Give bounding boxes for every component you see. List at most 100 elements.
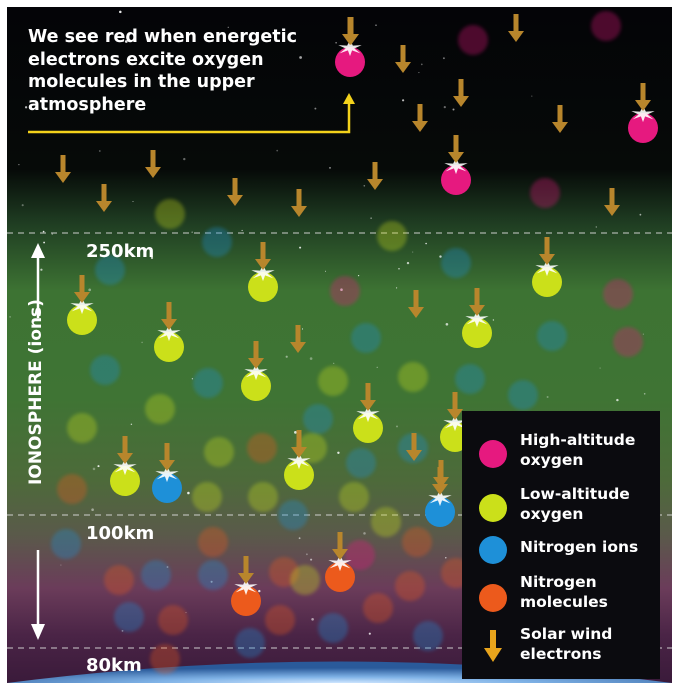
star	[60, 564, 62, 566]
arrow-down-icon	[227, 178, 243, 206]
arrow-down-icon	[408, 290, 424, 318]
faint-particle	[402, 527, 432, 557]
faint-particle	[351, 323, 381, 353]
background-particles	[51, 11, 643, 674]
star	[241, 229, 243, 232]
faint-particle	[508, 380, 538, 410]
legend-label: Nitrogen ions	[520, 538, 639, 556]
excited-particle	[67, 305, 97, 335]
arrow-down-icon	[343, 17, 359, 45]
star	[412, 251, 414, 253]
star	[227, 26, 229, 28]
arrow-down-icon	[552, 105, 568, 133]
star	[368, 632, 371, 635]
excited-particle	[532, 267, 562, 297]
star	[276, 149, 279, 152]
faint-particle	[395, 571, 425, 601]
faint-particle	[413, 621, 443, 651]
excited-particle	[110, 466, 140, 496]
star	[141, 341, 143, 344]
faint-particle	[265, 605, 295, 635]
excited-particle	[325, 562, 355, 592]
arrow-down-icon	[290, 325, 306, 353]
star	[120, 33, 122, 35]
faint-particle	[458, 25, 488, 55]
arrow-down-icon	[248, 341, 264, 369]
star	[187, 491, 190, 495]
legend: High-altitude oxygen Low-altitude oxygen…	[462, 411, 660, 679]
star	[599, 367, 601, 369]
star	[92, 467, 96, 471]
star	[51, 233, 54, 235]
faint-particle	[198, 560, 228, 590]
arrow-down-icon	[145, 150, 161, 178]
star	[642, 333, 644, 335]
faint-particle	[204, 437, 234, 467]
arrow-down-icon	[117, 436, 133, 464]
excited-particle	[335, 47, 365, 77]
star	[191, 231, 193, 233]
star	[531, 95, 533, 97]
faint-particle	[613, 327, 643, 357]
star	[445, 557, 447, 559]
star	[643, 393, 646, 395]
yellow-green-dot-icon	[479, 494, 507, 522]
star	[24, 106, 28, 109]
faint-particle	[235, 628, 265, 658]
faint-particle	[192, 482, 222, 512]
arrow-down-icon	[447, 392, 463, 420]
star	[97, 465, 100, 468]
star	[311, 618, 314, 621]
star	[439, 255, 442, 258]
arrow-down-icon	[360, 383, 376, 411]
blue-dot-icon	[479, 536, 507, 564]
faint-particle	[318, 366, 348, 396]
star	[418, 72, 420, 74]
star	[357, 274, 360, 277]
ionosphere-label-text: IONOSPHERE (ions)	[26, 299, 46, 485]
excited-particle	[462, 318, 492, 348]
arrow-down-icon	[332, 532, 348, 560]
caption-pointer-arrowhead	[343, 93, 355, 104]
star	[616, 398, 619, 402]
star	[130, 423, 133, 426]
excited-particle	[284, 460, 314, 490]
solar-wind-electron-arrows	[55, 14, 651, 584]
star	[396, 287, 398, 289]
faint-particle	[114, 602, 144, 632]
star	[299, 56, 302, 59]
star	[21, 204, 24, 207]
star	[40, 268, 43, 271]
faint-particle	[57, 474, 87, 504]
arrow-down-icon	[96, 184, 112, 212]
star	[42, 230, 45, 233]
excited-particle	[241, 371, 271, 401]
altitude-label-250km: 250km	[86, 241, 155, 262]
faint-particle	[90, 355, 120, 385]
faint-particle	[297, 433, 327, 463]
arrow-down-icon	[395, 45, 411, 73]
star	[91, 508, 94, 512]
star	[335, 42, 337, 44]
caption-text: We see red when energetic electrons exci…	[28, 27, 298, 115]
faint-particle	[278, 500, 308, 530]
faint-particle	[377, 221, 407, 251]
star	[183, 157, 186, 161]
arrow-down-icon	[291, 189, 307, 217]
excited-particle	[248, 272, 278, 302]
excited-particle	[231, 586, 261, 616]
faint-particle	[398, 362, 428, 392]
star	[406, 261, 410, 265]
star	[9, 315, 12, 318]
star	[119, 10, 122, 14]
arrow-down-icon	[453, 79, 469, 107]
ionosphere-arrow-down-icon	[31, 624, 45, 640]
faint-particle	[371, 507, 401, 537]
star	[452, 108, 455, 111]
arrow-down-icon	[238, 556, 254, 584]
star	[18, 163, 20, 166]
star	[401, 99, 405, 102]
altitude-label-80km: 80km	[86, 655, 142, 676]
star	[445, 322, 449, 326]
